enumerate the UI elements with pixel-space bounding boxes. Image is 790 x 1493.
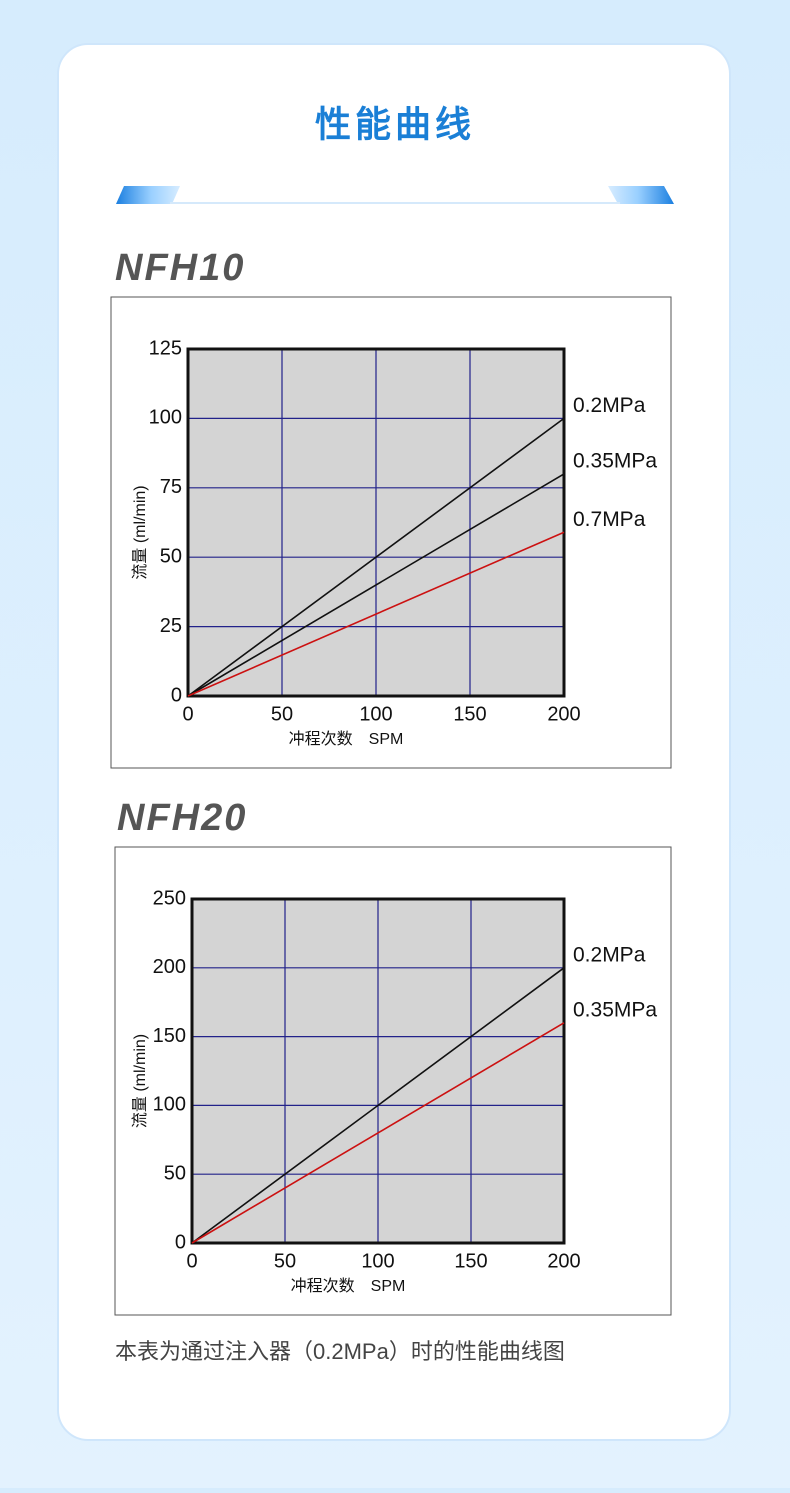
series-line	[191, 1022, 565, 1244]
deco-line	[170, 202, 620, 204]
plot-border	[186, 347, 566, 698]
x-tick-label: 200	[547, 1250, 580, 1272]
y-tick-label: 0	[175, 1231, 186, 1253]
series-line	[187, 531, 565, 697]
y-tick-label: 150	[153, 1025, 186, 1047]
y-tick-label: 250	[153, 887, 186, 909]
legend-label: 0.7MPa	[573, 508, 646, 531]
series-line	[187, 473, 565, 697]
legend-label: 0.35MPa	[573, 449, 657, 472]
x-tick-label: 150	[453, 703, 486, 725]
deco-bar	[116, 186, 180, 204]
chart-title: NFH10	[115, 247, 245, 289]
x-tick-label: 100	[361, 1250, 394, 1272]
note: 本表为通过注入器（0.2MPa）时的性能曲线图	[115, 1339, 565, 1364]
y-tick-label: 100	[149, 407, 182, 429]
y-tick-label: 0	[171, 684, 182, 706]
x-tick-label: 50	[274, 1250, 296, 1272]
series-line	[191, 967, 565, 1244]
x-axis-label: 冲程次数 SPM	[291, 1277, 406, 1295]
chart-title: NFH20	[117, 797, 247, 839]
y-tick-label: 200	[153, 956, 186, 978]
legend-label: 0.35MPa	[573, 998, 657, 1021]
y-tick-label: 75	[160, 476, 182, 498]
x-tick-label: 50	[271, 703, 293, 725]
y-tick-label: 50	[160, 545, 182, 567]
x-tick-label: 100	[359, 703, 392, 725]
y-tick-label: 125	[149, 337, 182, 359]
plot-border	[190, 897, 566, 1245]
y-tick-label: 25	[160, 615, 182, 637]
x-tick-label: 0	[182, 703, 193, 725]
x-tick-label: 150	[454, 1250, 487, 1272]
legend-label: 0.2MPa	[573, 943, 646, 966]
y-tick-label: 100	[153, 1094, 186, 1116]
x-tick-label: 0	[186, 1250, 197, 1272]
x-axis-label: 冲程次数 SPM	[289, 730, 404, 748]
y-axis-label: 流量 (ml/min)	[131, 1034, 149, 1128]
legend-label: 0.2MPa	[573, 394, 646, 417]
y-tick-label: 50	[164, 1162, 186, 1184]
page-title: 性能曲线	[315, 104, 475, 145]
deco-bar	[608, 186, 674, 204]
series-line	[187, 417, 565, 697]
x-tick-label: 200	[547, 703, 580, 725]
y-axis-label: 流量 (ml/min)	[131, 485, 149, 579]
